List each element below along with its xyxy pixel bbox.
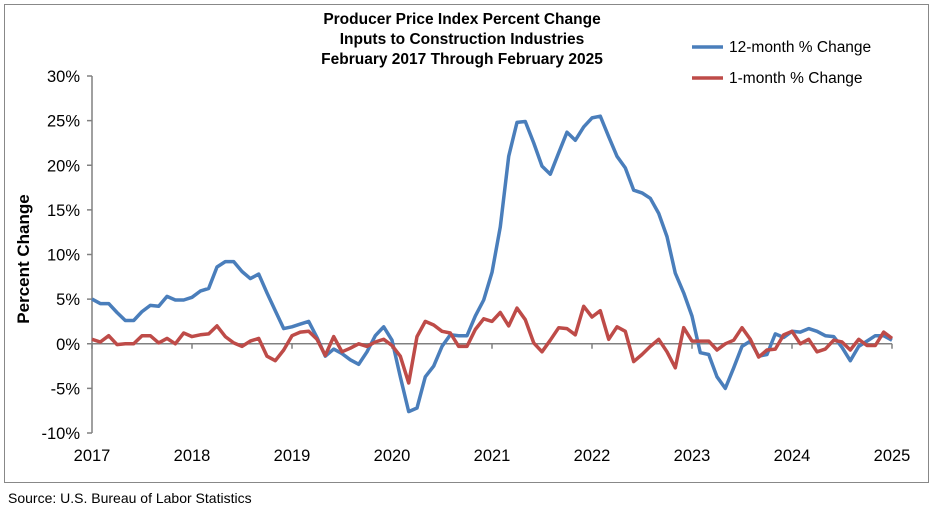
x-tick-label: 2023: [674, 447, 711, 465]
y-tick-label: -5%: [51, 380, 81, 398]
x-tick-label: 2020: [374, 447, 411, 465]
y-tick-label: 5%: [56, 291, 80, 309]
series: [91, 114, 894, 414]
series-line-12-month: [91, 114, 893, 414]
y-tick-label: 30%: [47, 68, 80, 86]
y-tick-label: 10%: [47, 247, 80, 265]
chart-title: Producer Price Index Percent Change Inpu…: [321, 11, 603, 68]
source-note: Source: U.S. Bureau of Labor Statistics: [8, 490, 252, 506]
x-tick-label: 2017: [74, 447, 111, 465]
x-tick-label: 2024: [774, 447, 811, 465]
y-axis-label: Percent Change: [14, 194, 33, 323]
chart-frame: [4, 4, 929, 483]
title-line-2: Inputs to Construction Industries: [340, 31, 585, 48]
title-line-1: Producer Price Index Percent Change: [323, 11, 601, 28]
legend-label-1-month: 1-month % Change: [729, 70, 863, 87]
y-tick-label: 25%: [47, 113, 80, 131]
title-line-3: February 2017 Through February 2025: [321, 51, 603, 68]
x-tick-label: 2021: [474, 447, 511, 465]
x-tick-label: 2018: [174, 447, 211, 465]
axes: -10% -5% 0% 5% 10% 15% 20% 25% 30% 2017 2018 2019 20…: [41, 68, 910, 465]
series-line-1-month: [91, 304, 894, 385]
x-tick-label: 2019: [274, 447, 311, 465]
x-tick-label: 2022: [574, 447, 611, 465]
y-tick-label: 20%: [47, 157, 80, 175]
legend-label-12-month: 12-month % Change: [729, 39, 871, 56]
legend: 12-month % Change 1-month % Change: [692, 39, 871, 87]
x-tick-label: 2025: [874, 447, 911, 465]
y-tick-label: 0%: [56, 336, 80, 354]
y-tick-label: 15%: [47, 202, 80, 220]
y-tick-label: -10%: [41, 425, 80, 443]
